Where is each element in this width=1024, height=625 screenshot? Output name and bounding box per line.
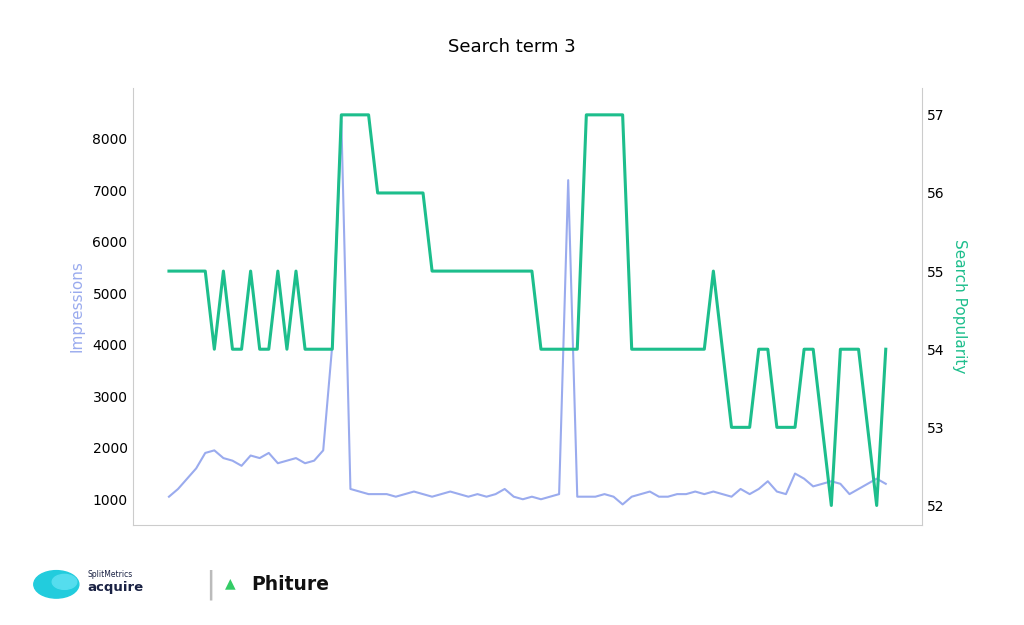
Text: ▲: ▲ [225, 576, 236, 590]
Text: |: | [205, 569, 215, 599]
Y-axis label: Impressions: Impressions [69, 260, 84, 352]
Text: SplitMetrics: SplitMetrics [87, 571, 132, 579]
Text: acquire: acquire [87, 581, 143, 594]
Text: Search term 3: Search term 3 [449, 38, 575, 56]
Y-axis label: Search Popularity: Search Popularity [952, 239, 967, 373]
Text: Phiture: Phiture [251, 575, 329, 594]
